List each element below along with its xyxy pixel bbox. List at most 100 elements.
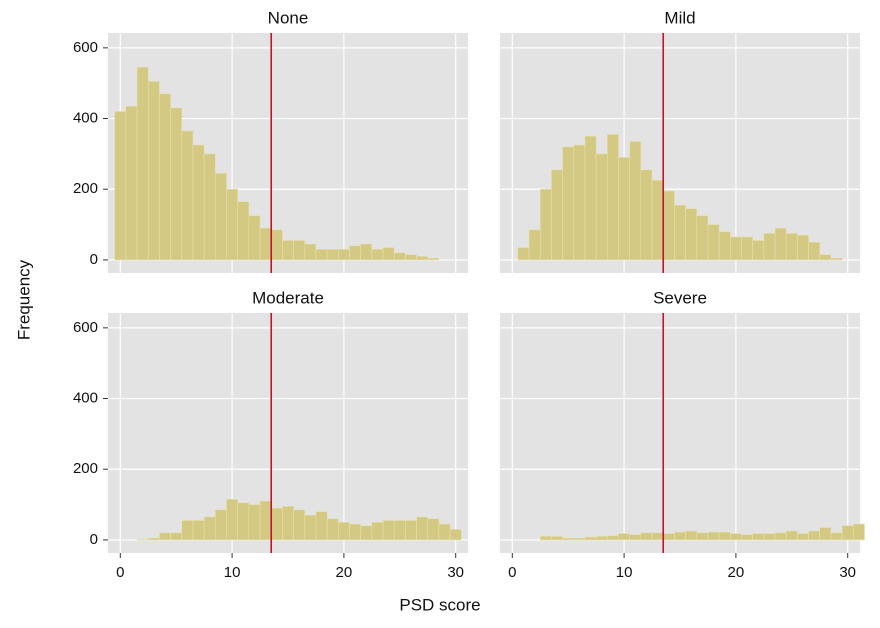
bar — [449, 529, 462, 541]
bar — [282, 240, 294, 261]
bar — [629, 534, 642, 541]
bar — [259, 500, 272, 541]
bar — [640, 532, 653, 541]
bar — [215, 509, 227, 541]
bar — [539, 536, 552, 541]
bar — [852, 523, 865, 541]
y-tick-label: 0 — [90, 251, 98, 268]
bar — [136, 538, 149, 541]
bar — [338, 521, 350, 541]
bar — [718, 531, 731, 541]
bar — [763, 233, 776, 261]
bar — [114, 111, 127, 261]
bar — [304, 514, 317, 541]
bar — [808, 530, 821, 541]
bar — [607, 535, 619, 541]
bar — [203, 153, 216, 261]
x-axis-label: PSD score — [399, 595, 480, 614]
bar — [226, 188, 238, 261]
bar — [797, 234, 809, 261]
bar — [248, 504, 261, 541]
bar — [282, 506, 294, 541]
bar — [248, 215, 261, 261]
bar — [416, 256, 429, 261]
y-tick-label: 200 — [73, 180, 98, 197]
bar — [259, 227, 272, 261]
x-tick-label: 0 — [116, 564, 124, 581]
x-tick-label: 30 — [447, 564, 464, 581]
bar — [707, 531, 720, 541]
x-tick-label: 30 — [839, 564, 856, 581]
bar — [618, 533, 630, 541]
bar — [237, 502, 250, 541]
bar — [674, 204, 686, 261]
bar — [741, 236, 753, 261]
bar — [170, 532, 183, 541]
bar — [662, 190, 675, 261]
bar — [304, 243, 317, 261]
bar — [707, 224, 720, 261]
x-tick-label: 10 — [224, 564, 241, 581]
x-tick-label: 20 — [728, 564, 745, 581]
y-tick-label: 400 — [73, 110, 98, 127]
bar — [662, 533, 675, 541]
bar — [360, 525, 373, 541]
bar — [752, 240, 765, 261]
bar — [718, 231, 731, 261]
bar — [382, 520, 395, 541]
bar — [349, 245, 361, 261]
bar — [159, 532, 171, 541]
bar — [326, 518, 339, 541]
facet-title: None — [268, 8, 309, 27]
bar — [226, 498, 238, 541]
y-tick-label: 600 — [73, 39, 98, 56]
facet-title: Moderate — [252, 288, 324, 307]
bar — [371, 521, 384, 541]
x-tick-label: 10 — [616, 564, 633, 581]
bar — [237, 201, 250, 261]
bar — [181, 130, 194, 261]
bar — [159, 93, 171, 261]
bar — [629, 141, 642, 261]
bar — [215, 173, 227, 261]
bar — [326, 249, 339, 261]
bar — [405, 520, 417, 541]
x-tick-label: 20 — [336, 564, 353, 581]
bar — [270, 507, 283, 541]
bar — [618, 157, 630, 261]
bar — [830, 257, 843, 261]
bar — [741, 534, 753, 541]
bar — [696, 215, 709, 261]
bar — [774, 227, 787, 261]
bar — [338, 249, 350, 261]
x-tick-label: 0 — [508, 564, 516, 581]
bar — [438, 523, 451, 541]
bar — [551, 536, 563, 541]
bar — [562, 537, 575, 541]
bar — [640, 169, 653, 261]
bar — [293, 240, 306, 261]
bar — [539, 188, 552, 261]
bar — [382, 247, 395, 261]
y-tick-label: 0 — [90, 531, 98, 548]
bar — [393, 252, 406, 261]
bar — [315, 249, 328, 261]
bar — [651, 180, 664, 261]
bar — [774, 532, 787, 541]
bar — [730, 236, 742, 261]
y-tick-label: 200 — [73, 460, 98, 477]
bar — [584, 135, 597, 261]
bar — [685, 530, 698, 541]
bar — [830, 532, 843, 541]
bar — [685, 208, 698, 261]
bar — [192, 520, 205, 541]
bar — [584, 536, 597, 541]
bar — [393, 520, 406, 541]
bar — [315, 511, 328, 541]
bar — [551, 169, 563, 261]
bar — [349, 523, 361, 541]
panel-background — [500, 313, 860, 553]
bar — [730, 533, 742, 541]
bar — [192, 144, 205, 261]
